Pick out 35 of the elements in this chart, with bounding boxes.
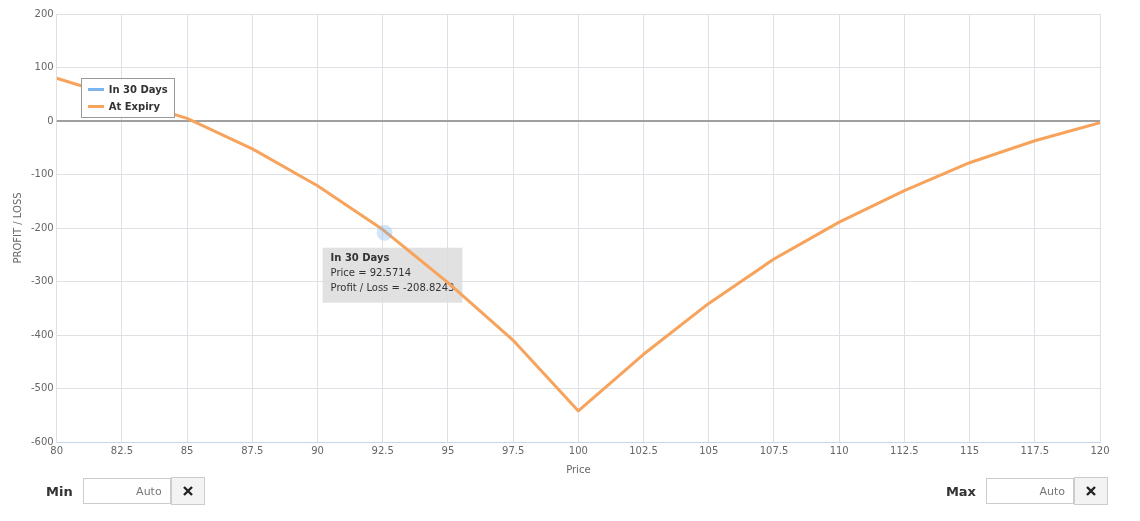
text: Auto: [986, 478, 1074, 504]
y-tick-label: 200: [34, 7, 54, 19]
text: Max: [945, 483, 976, 499]
annotation: In 30 Days Price = 92.5714 Profit / Loss = -208.8243: [330, 252, 455, 294]
text: Min: [46, 483, 73, 499]
y-tick-label: -100: [30, 168, 54, 180]
y-axis-title: PROFIT / LOSS: [11, 192, 23, 264]
x-tick-label: 92.5: [371, 444, 394, 456]
x-tick-label: 115: [960, 444, 980, 456]
x-tick-label: 97.5: [502, 444, 525, 456]
x-tick-label: 82.5: [110, 444, 134, 456]
x-tick-label: 105: [699, 444, 719, 456]
x-tick-label: 100: [568, 444, 588, 456]
x-tick-label: 95: [441, 444, 455, 456]
x-tick-label: 110: [829, 444, 849, 456]
y-tick-label: -600: [30, 435, 54, 447]
legend-label: At Expiry: [107, 100, 161, 114]
x-tick-label: 80: [50, 444, 64, 456]
y-tick-label: 100: [34, 61, 54, 73]
y-tick-label: -300: [30, 275, 54, 287]
x-tick-label: 90: [311, 444, 324, 456]
y-tick-label: -500: [30, 382, 54, 394]
x-tick-label: 85: [180, 444, 194, 456]
legend-label: In 30 Days: [107, 83, 168, 97]
x-tick-label: 107.5: [759, 444, 789, 456]
x-tick-label: 120: [1090, 444, 1110, 456]
x-tick-label: 112.5: [890, 444, 919, 456]
x-tick-label: 117.5: [1020, 444, 1050, 456]
y-tick-label: 0: [47, 114, 54, 126]
y-tick-label: -200: [30, 221, 54, 233]
y-tick-label: -400: [30, 328, 54, 340]
x-axis-title: Price: [566, 463, 591, 475]
x-tick-label: 102.5: [629, 444, 658, 456]
x-tick-label: 87.5: [241, 444, 264, 456]
text: Auto: [82, 478, 171, 504]
